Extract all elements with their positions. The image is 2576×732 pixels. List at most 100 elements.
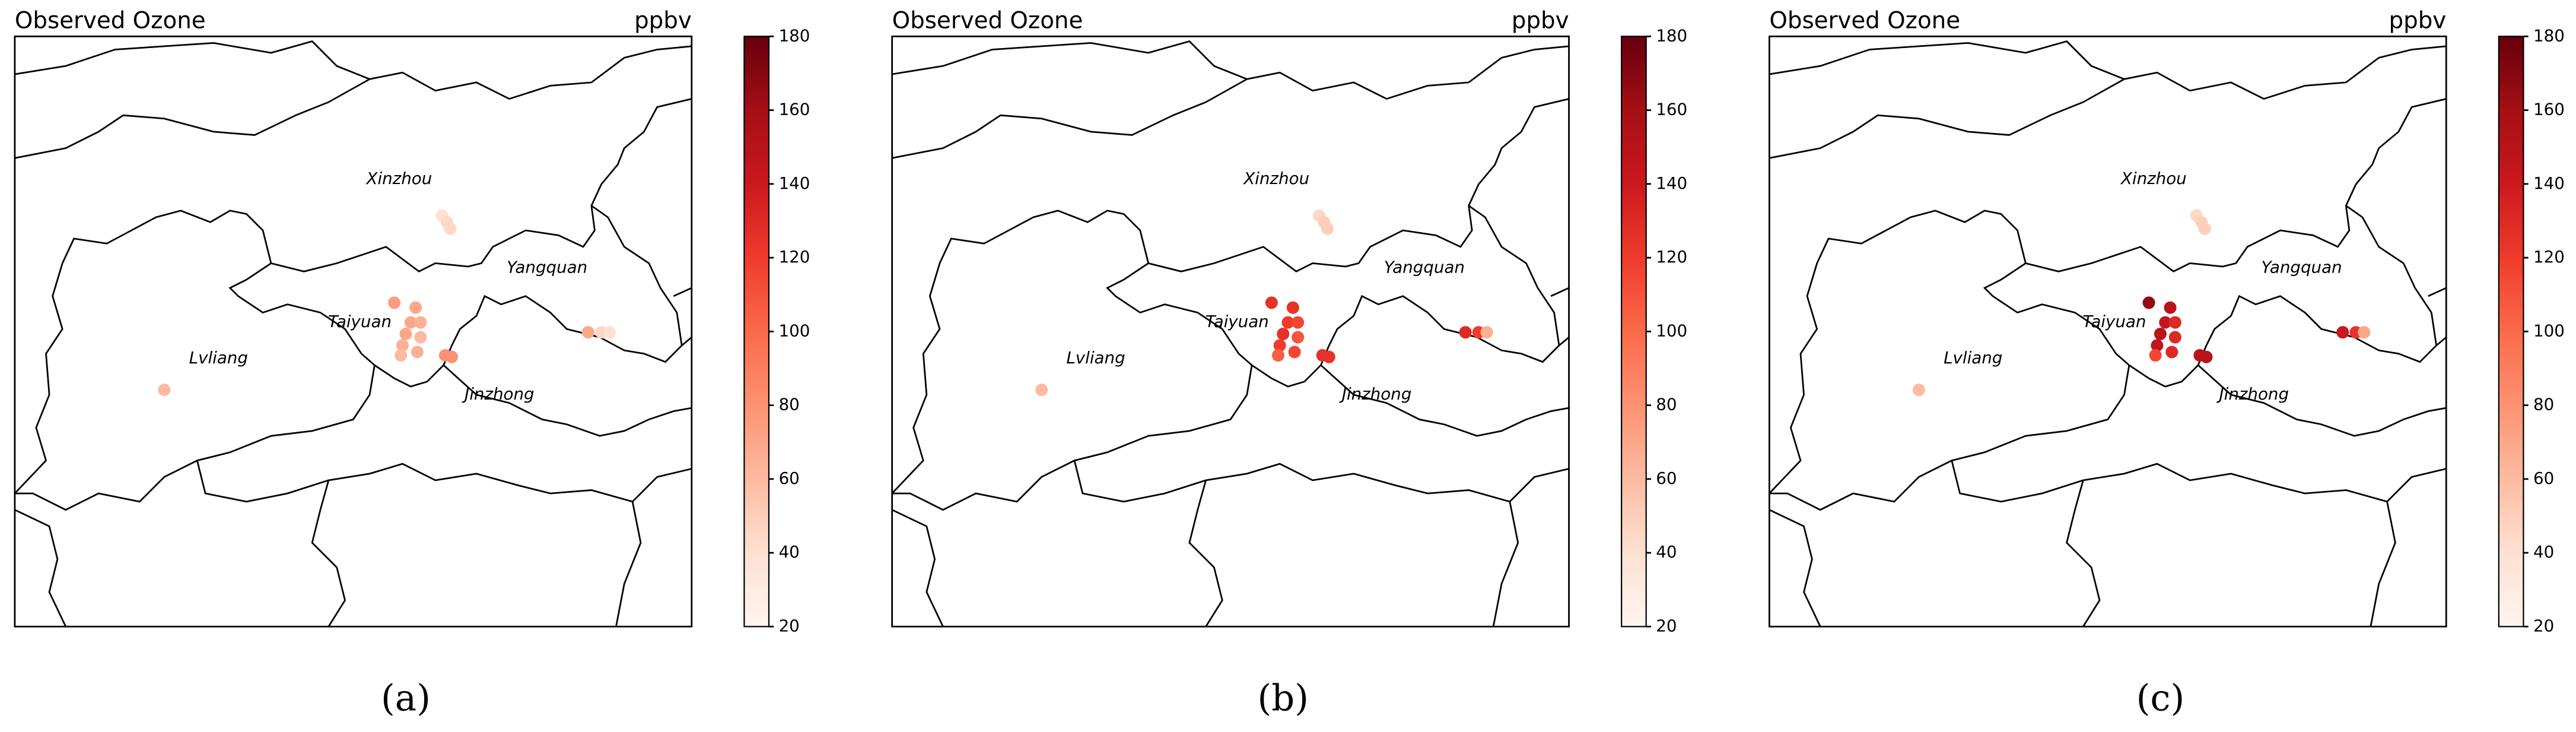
region-label: Yangquan xyxy=(2262,258,2342,277)
region-label: Lvliang xyxy=(1066,348,1125,367)
colorbar-tick-label: 40 xyxy=(2533,542,2554,562)
colorbar-tick-label: 20 xyxy=(779,616,800,635)
station-point xyxy=(2168,331,2181,344)
panel-title: Observed Ozone xyxy=(15,7,206,34)
station-point xyxy=(2149,348,2162,362)
station-point xyxy=(2151,339,2164,352)
panel: Observed Ozone ppbv Xinzhou Yangquan Taiyuan… xyxy=(891,7,1687,720)
station-point xyxy=(1292,331,1305,344)
station-point xyxy=(2358,326,2371,339)
colorbar-tick-label: 100 xyxy=(1656,321,1687,340)
region-label: Lvliang xyxy=(189,348,248,367)
station-point xyxy=(414,316,427,329)
region-label: Lvliang xyxy=(1944,348,2002,367)
colorbar-tick-label: 140 xyxy=(2533,173,2565,193)
colorbar-tick-label: 160 xyxy=(2533,100,2565,119)
station-point xyxy=(411,346,424,359)
station-point xyxy=(1292,316,1305,329)
station-point xyxy=(409,301,422,314)
station-point xyxy=(1322,350,1335,363)
station-point xyxy=(603,326,616,339)
station-point xyxy=(444,222,457,235)
station-point xyxy=(1271,348,1284,362)
colorbar-tick-label: 140 xyxy=(1656,173,1687,193)
station-point xyxy=(1273,339,1286,352)
colorbar-tick-label: 180 xyxy=(779,26,810,45)
colorbar-tick-label: 100 xyxy=(2533,321,2565,340)
region-label: Jinzhong xyxy=(2216,384,2289,404)
colorbar-tick-label: 120 xyxy=(2533,247,2565,267)
colorbar-tick-label: 40 xyxy=(779,542,800,562)
station-point xyxy=(1286,301,1299,314)
colorbar-tick-label: 60 xyxy=(779,468,800,488)
station-point xyxy=(1459,326,1472,339)
colorbar-tick-label: 140 xyxy=(779,173,810,193)
colorbar-tick-label: 80 xyxy=(779,395,800,414)
station-point xyxy=(1288,346,1301,359)
station-point xyxy=(2198,222,2211,235)
region-label: Yangquan xyxy=(1384,258,1465,277)
station-point xyxy=(1265,296,1278,309)
station-point xyxy=(395,348,408,362)
region-label: Jinzhong xyxy=(462,384,535,404)
map-frame xyxy=(891,35,1570,628)
region-label: Xinzhou xyxy=(1242,169,1309,188)
panel: Observed Ozone ppbv Xinzhou Yangquan Taiyuan… xyxy=(14,7,810,720)
station-point xyxy=(1912,384,1925,397)
panel-label: (a) xyxy=(381,677,431,720)
panel-label: (b) xyxy=(1257,677,1309,720)
colorbar-tick-label: 20 xyxy=(2533,616,2554,635)
colorbar xyxy=(1621,36,1647,628)
colorbar xyxy=(743,36,770,628)
station-point xyxy=(1035,384,1048,397)
region-label: Taiyuan xyxy=(328,312,392,331)
colorbar-tick-label: 180 xyxy=(1656,26,1687,45)
colorbar-tick-label: 20 xyxy=(1656,616,1677,635)
station-point xyxy=(2154,327,2167,341)
colorbar-tick-label: 80 xyxy=(1656,395,1677,414)
colorbar-tick-label: 40 xyxy=(1656,542,1677,562)
colorbar-tick-label: 100 xyxy=(779,321,810,340)
panel-title: Observed Ozone xyxy=(1769,7,1960,34)
region-label: Taiyuan xyxy=(1206,312,1269,331)
panel-title: Observed Ozone xyxy=(892,7,1083,34)
station-point xyxy=(1321,222,1334,235)
station-point xyxy=(1277,327,1290,341)
unit-label: ppbv xyxy=(2389,7,2447,34)
station-point xyxy=(581,326,594,339)
colorbar-tick-label: 160 xyxy=(1656,100,1687,119)
station-point xyxy=(2164,301,2177,314)
region-label: Jinzhong xyxy=(1339,384,1412,404)
station-point xyxy=(2165,346,2179,359)
station-point xyxy=(2142,296,2155,309)
station-point xyxy=(404,316,417,329)
region-label: Xinzhou xyxy=(365,169,432,188)
region-label: Yangquan xyxy=(507,258,587,277)
region-label: Xinzhou xyxy=(2120,169,2187,188)
panel: Observed Ozone ppbv Xinzhou Yangquan Taiyuan… xyxy=(1768,7,2565,720)
map-frame xyxy=(14,35,693,628)
station-point xyxy=(2200,350,2213,363)
station-point xyxy=(1480,326,1493,339)
station-point xyxy=(158,384,171,397)
station-point xyxy=(2336,326,2349,339)
map-frame xyxy=(1768,35,2447,628)
station-point xyxy=(2168,316,2181,329)
region-label: Taiyuan xyxy=(2082,312,2146,331)
station-point xyxy=(399,327,412,341)
station-point xyxy=(2159,316,2172,329)
colorbar-tick-label: 60 xyxy=(2533,468,2554,488)
colorbar-tick-label: 160 xyxy=(779,100,810,119)
station-point xyxy=(396,339,409,352)
panel-label: (c) xyxy=(2136,677,2185,720)
unit-label: ppbv xyxy=(634,7,692,34)
unit-label: ppbv xyxy=(1512,7,1569,34)
station-point xyxy=(1281,316,1295,329)
colorbar-tick-label: 120 xyxy=(1656,247,1687,267)
colorbar-tick-label: 60 xyxy=(1656,468,1677,488)
colorbar-tick-label: 180 xyxy=(2533,26,2565,45)
colorbar xyxy=(2498,36,2524,628)
station-point xyxy=(388,296,401,309)
